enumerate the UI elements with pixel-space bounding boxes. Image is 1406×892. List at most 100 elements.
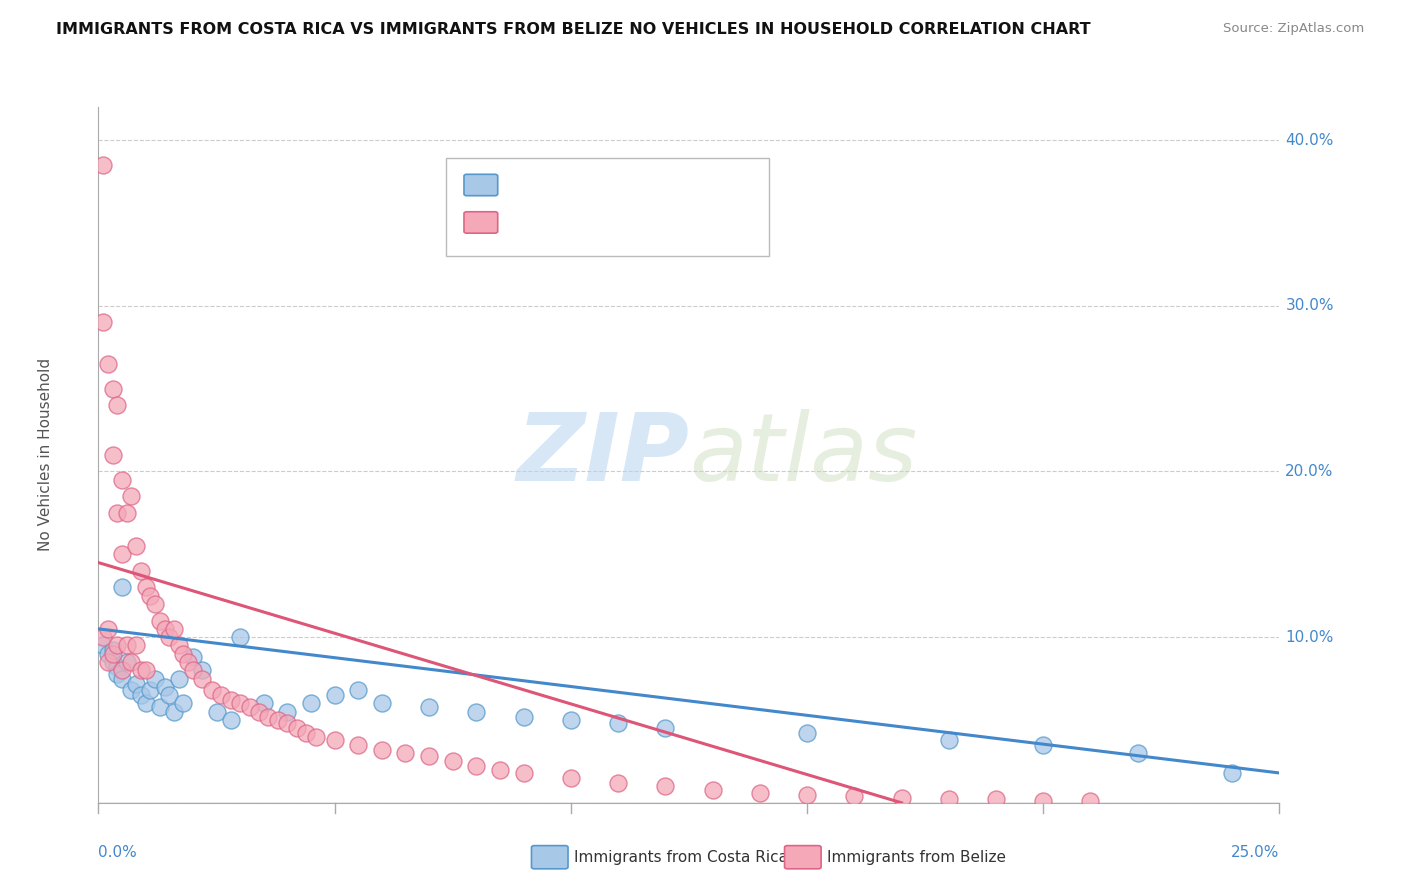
Point: [129, 688, 152, 702]
Text: R =: R =: [503, 178, 537, 193]
Point: [177, 655, 200, 669]
Point: [181, 650, 204, 665]
Point: [844, 789, 866, 804]
Text: ZIP: ZIP: [516, 409, 689, 501]
Point: [125, 639, 148, 653]
Point: [139, 589, 162, 603]
Text: -0.447: -0.447: [534, 178, 589, 193]
Point: [167, 672, 190, 686]
Point: [702, 782, 724, 797]
Text: Source: ZipAtlas.com: Source: ZipAtlas.com: [1223, 22, 1364, 36]
Point: [157, 630, 180, 644]
Text: 69: 69: [630, 215, 651, 230]
Point: [560, 713, 582, 727]
Point: [101, 647, 124, 661]
Point: [149, 699, 172, 714]
Point: [135, 581, 157, 595]
Point: [1080, 794, 1102, 808]
Point: [111, 672, 134, 686]
Point: [111, 473, 134, 487]
Point: [101, 655, 124, 669]
Point: [129, 663, 152, 677]
Point: [1032, 794, 1054, 808]
Point: [111, 547, 134, 561]
Point: [149, 614, 172, 628]
Point: [121, 489, 143, 503]
Point: [305, 730, 328, 744]
Text: Immigrants from Costa Rica: Immigrants from Costa Rica: [574, 850, 787, 864]
Point: [181, 663, 204, 677]
Point: [257, 709, 280, 723]
Point: [247, 705, 270, 719]
Point: [285, 721, 308, 735]
Point: [938, 792, 960, 806]
Point: [97, 655, 120, 669]
Point: [111, 663, 134, 677]
Point: [101, 448, 124, 462]
Point: [276, 705, 298, 719]
Point: [418, 699, 440, 714]
Point: [101, 382, 124, 396]
Point: [267, 713, 290, 727]
Point: [607, 776, 630, 790]
Point: [209, 688, 232, 702]
Point: [115, 639, 138, 653]
Text: -0.308: -0.308: [534, 215, 589, 230]
Point: [105, 660, 128, 674]
Text: 25.0%: 25.0%: [1232, 845, 1279, 860]
Point: [371, 697, 394, 711]
Text: 30.0%: 30.0%: [1285, 298, 1334, 313]
Text: R =: R =: [503, 215, 537, 230]
Point: [91, 158, 114, 172]
Point: [91, 639, 114, 653]
Text: No Vehicles in Household: No Vehicles in Household: [38, 359, 53, 551]
Point: [1032, 738, 1054, 752]
Text: N =: N =: [588, 215, 631, 230]
Point: [157, 688, 180, 702]
Point: [101, 643, 124, 657]
Point: [323, 688, 346, 702]
Point: [91, 630, 114, 644]
Point: [418, 749, 440, 764]
Point: [139, 683, 162, 698]
Point: [135, 663, 157, 677]
Point: [1126, 746, 1149, 760]
Point: [239, 699, 262, 714]
Point: [172, 647, 194, 661]
Point: [512, 709, 534, 723]
Point: [201, 683, 224, 698]
Point: [347, 738, 370, 752]
Point: [125, 676, 148, 690]
Point: [135, 697, 157, 711]
Point: [276, 716, 298, 731]
Point: [229, 697, 252, 711]
Point: [143, 672, 166, 686]
Point: [607, 716, 630, 731]
Point: [105, 398, 128, 412]
Point: [371, 743, 394, 757]
Text: IMMIGRANTS FROM COSTA RICA VS IMMIGRANTS FROM BELIZE NO VEHICLES IN HOUSEHOLD CO: IMMIGRANTS FROM COSTA RICA VS IMMIGRANTS…: [56, 22, 1091, 37]
Point: [465, 705, 488, 719]
Point: [796, 726, 818, 740]
Text: 40.0%: 40.0%: [1285, 133, 1334, 148]
Point: [299, 697, 322, 711]
Point: [167, 639, 190, 653]
Point: [323, 732, 346, 747]
Point: [890, 790, 912, 805]
Text: 43: 43: [630, 178, 651, 193]
Point: [163, 622, 186, 636]
Point: [347, 683, 370, 698]
Point: [253, 697, 276, 711]
Point: [748, 786, 770, 800]
Point: [191, 663, 214, 677]
Point: [97, 647, 120, 661]
Point: [97, 622, 120, 636]
Point: [105, 506, 128, 520]
Text: 20.0%: 20.0%: [1285, 464, 1334, 479]
Point: [796, 788, 818, 802]
Point: [115, 655, 138, 669]
Point: [153, 622, 176, 636]
Point: [441, 755, 464, 769]
Point: [295, 726, 318, 740]
Point: [654, 721, 676, 735]
